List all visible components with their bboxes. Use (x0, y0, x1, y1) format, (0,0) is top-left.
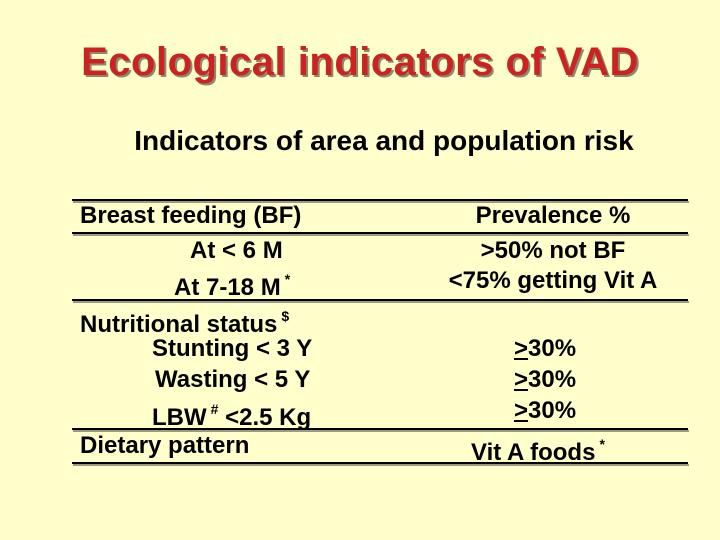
bf-row-under-6m-value: >50% not BF (480, 237, 626, 264)
table-top-rule (72, 199, 688, 201)
header-breast-feeding: Breast feeding (BF) (80, 202, 302, 229)
dollar-footnote-mark: $ (281, 308, 290, 324)
asterisk-footnote-mark: * (599, 436, 605, 452)
hash-footnote-mark: # (210, 401, 219, 417)
bf-section-rule (72, 299, 688, 301)
slide-subtitle: Indicators of area and population risk (134, 125, 634, 156)
dietary-pattern-value: Vit A foods * (471, 436, 605, 466)
wasting-value: >30% (514, 366, 577, 393)
table-bottom-rule (72, 462, 688, 464)
wasting-label: Wasting < 5 Y (155, 366, 311, 393)
header-rule (72, 232, 688, 234)
bf-row-7-18m-value: <75% getting Vit A (448, 267, 658, 294)
nutrition-section-rule (72, 428, 688, 430)
lbw-value: >30% (514, 397, 577, 424)
slide-title: Ecological indicators of VAD (81, 40, 639, 84)
nutritional-status-heading: Nutritional status $ (80, 308, 290, 338)
header-prevalence: Prevalence % (475, 202, 631, 229)
stunting-value: >30% (514, 335, 577, 362)
bf-row-under-6m: At < 6 M (190, 237, 283, 264)
stunting-label: Stunting < 3 Y (152, 335, 313, 362)
dietary-pattern-label: Dietary pattern (80, 432, 250, 459)
bf-row-7-18m: At 7-18 M * (174, 271, 291, 301)
lbw-label: LBW # <2.5 Kg (152, 401, 312, 431)
asterisk-footnote-mark: * (284, 271, 291, 287)
